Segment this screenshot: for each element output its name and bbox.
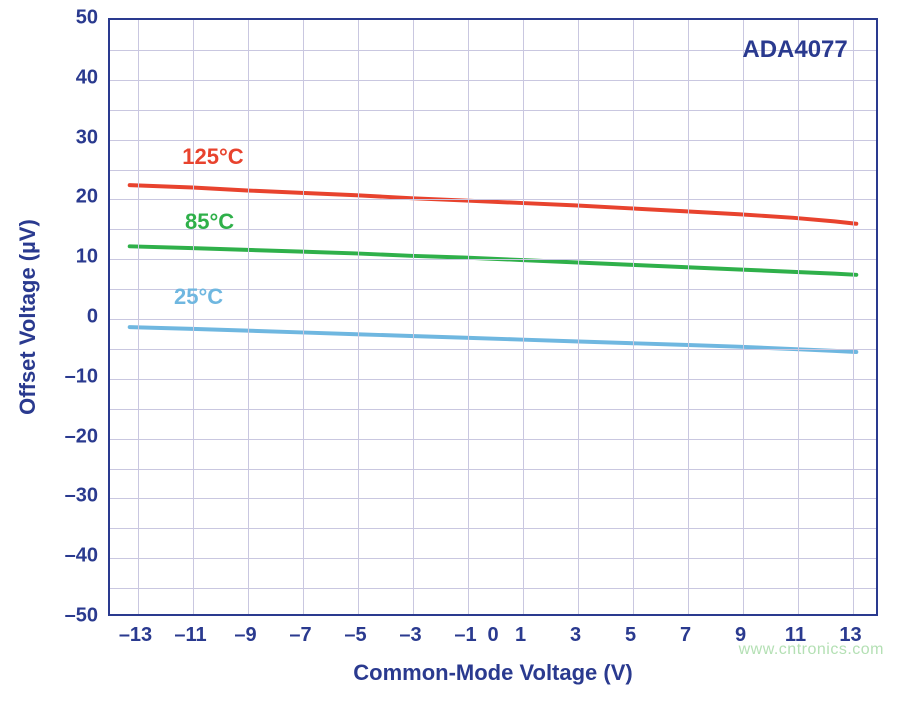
grid-line-horizontal — [110, 588, 876, 589]
y-tick-label: –20 — [65, 425, 98, 448]
grid-line-horizontal — [110, 469, 876, 470]
grid-line-horizontal — [110, 319, 876, 320]
y-tick-label: 40 — [76, 66, 98, 89]
grid-line-horizontal — [110, 259, 876, 260]
x-tick-label: 1 — [515, 624, 526, 647]
grid-line-horizontal — [110, 379, 876, 380]
x-tick-label: –5 — [344, 624, 366, 647]
y-tick-label: –40 — [65, 545, 98, 568]
x-tick-label: 0 — [487, 624, 498, 647]
y-axis-label: Offset Voltage (µV) — [15, 219, 41, 415]
y-tick-label: 10 — [76, 246, 98, 269]
grid-line-horizontal — [110, 289, 876, 290]
chart-container: Offset Voltage (µV) Common-Mode Voltage … — [0, 0, 902, 721]
grid-line-horizontal — [110, 439, 876, 440]
x-tick-label: 3 — [570, 624, 581, 647]
part-number-label: ADA4077 — [742, 36, 847, 64]
x-tick-label: –3 — [399, 624, 421, 647]
grid-line-horizontal — [110, 528, 876, 529]
series-label-25C: 25°C — [174, 284, 223, 310]
y-tick-label: –30 — [65, 485, 98, 508]
x-tick-label: 11 — [785, 624, 806, 647]
grid-line-horizontal — [110, 110, 876, 111]
watermark: www.cntronics.com — [739, 641, 884, 659]
series-line-85C — [130, 246, 857, 275]
series-label-85C: 85°C — [185, 209, 234, 235]
series-label-125C: 125°C — [182, 144, 243, 170]
y-tick-label: –50 — [65, 605, 98, 628]
x-tick-label: 7 — [680, 624, 691, 647]
x-tick-label: –13 — [119, 624, 152, 647]
x-tick-label: 9 — [735, 624, 746, 647]
x-tick-label: 5 — [625, 624, 636, 647]
y-tick-label: 20 — [76, 186, 98, 209]
y-tick-label: 0 — [87, 306, 98, 329]
grid-line-horizontal — [110, 349, 876, 350]
x-tick-label: –11 — [174, 624, 206, 647]
series-line-125C — [130, 185, 857, 224]
grid-line-horizontal — [110, 409, 876, 410]
x-tick-label: –9 — [234, 624, 256, 647]
grid-line-horizontal — [110, 199, 876, 200]
plot-area — [108, 18, 878, 616]
grid-line-horizontal — [110, 558, 876, 559]
y-tick-label: –10 — [65, 365, 98, 388]
y-tick-label: 30 — [76, 126, 98, 149]
grid-line-horizontal — [110, 80, 876, 81]
x-tick-label: 13 — [839, 624, 861, 647]
x-axis-label: Common-Mode Voltage (V) — [353, 660, 632, 686]
x-tick-label: –7 — [289, 624, 311, 647]
grid-line-horizontal — [110, 140, 876, 141]
grid-line-horizontal — [110, 170, 876, 171]
y-tick-label: 50 — [76, 7, 98, 30]
x-tick-label: –1 — [454, 624, 476, 647]
grid-line-horizontal — [110, 498, 876, 499]
